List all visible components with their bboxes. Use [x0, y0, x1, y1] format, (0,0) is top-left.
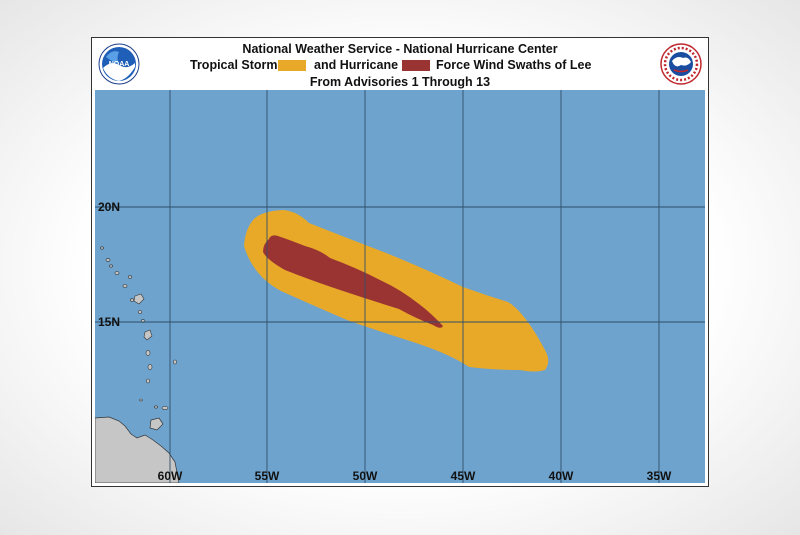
legend-tropical-storm-label: Tropical Storm — [190, 58, 278, 72]
lon-label-40w: 40W — [549, 469, 574, 483]
map: 60W 55W 50W 45W 40W 35W 20N 15N — [95, 90, 705, 483]
legend: Tropical Storm and Hurricane Force Wind … — [92, 58, 708, 74]
graticule — [95, 90, 705, 483]
lat-label-20n: 20N — [98, 200, 120, 214]
legend-hurricane-label: and Hurricane — [314, 58, 399, 72]
map-figure: NOAA National Weather Service - National… — [91, 37, 709, 487]
legend-hurricane-swatch — [402, 60, 430, 71]
header: NOAA National Weather Service - National… — [92, 38, 708, 89]
legend-suffix-label: Force Wind Swaths of Lee — [436, 58, 592, 72]
trinidad-island — [149, 417, 164, 431]
nws-logo-icon — [660, 43, 702, 85]
title-line-1: National Weather Service - National Hurr… — [242, 42, 558, 56]
lon-label-55w: 55W — [255, 469, 280, 483]
lat-label-15n: 15N — [98, 315, 120, 329]
hurricane-wind-swath — [263, 235, 443, 328]
title-line-3: From Advisories 1 Through 13 — [309, 75, 491, 89]
noaa-logo-text: NOAA — [109, 61, 130, 68]
lesser-antilles — [100, 246, 177, 409]
tobago-island — [161, 406, 169, 410]
lon-label-60w: 60W — [158, 469, 183, 483]
noaa-logo-icon: NOAA — [98, 43, 140, 85]
legend-tropical-storm-swatch — [278, 60, 306, 71]
south-america-land — [95, 416, 180, 483]
lon-label-50w: 50W — [353, 469, 378, 483]
lon-label-45w: 45W — [451, 469, 476, 483]
lon-label-35w: 35W — [647, 469, 672, 483]
